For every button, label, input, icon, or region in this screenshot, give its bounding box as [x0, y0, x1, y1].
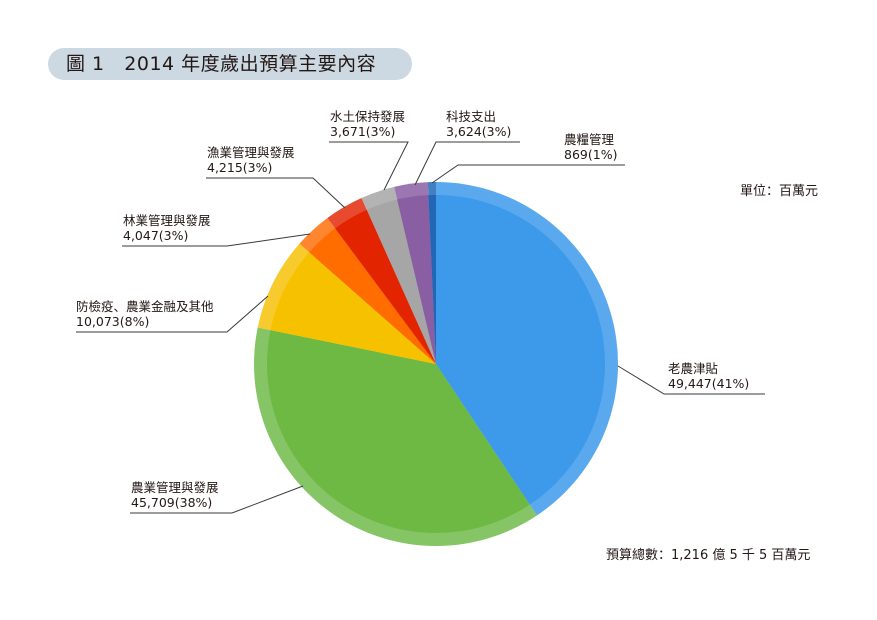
label-value: 869(1%) [564, 147, 618, 162]
label-fishery: 漁業管理與發展 4,215(3%) [207, 145, 295, 175]
label-value: 4,047(3%) [123, 228, 189, 243]
label-value: 3,624(3%) [446, 124, 512, 139]
pie-slice-4 [335, 209, 436, 364]
leader-line-7 [431, 164, 625, 184]
pie-slice-0 [436, 195, 606, 505]
pie-slices [253, 182, 619, 546]
pie-slice-2 [270, 252, 436, 364]
title-banner [48, 48, 412, 80]
leader-line-2 [76, 295, 269, 333]
leader-lines [76, 141, 765, 514]
label-soil-water-conservation: 水土保持發展 3,671(3%) [330, 109, 405, 139]
leader-line-3 [122, 233, 311, 247]
label-elderly-farmer-allowance: 老農津貼 49,447(41%) [668, 361, 749, 391]
figure-number: 圖 1 [66, 53, 105, 75]
label-value: 10,073(8%) [76, 314, 150, 329]
label-name: 防檢疫、農業金融及其他 [76, 299, 214, 314]
figure-title: 2014 年度歲出預算主要內容 [124, 53, 377, 75]
label-value: 3,671(3%) [330, 124, 396, 139]
pie-slice-6 [397, 195, 436, 364]
label-quarantine-finance-other: 防檢疫、農業金融及其他 10,073(8%) [76, 299, 214, 329]
label-value: 49,447(41%) [668, 376, 750, 391]
label-name: 漁業管理與發展 [207, 145, 295, 160]
label-value: 45,709(38%) [131, 495, 213, 510]
label-agri-management: 農業管理與發展 45,709(38%) [131, 480, 219, 510]
leader-line-5 [329, 141, 409, 191]
label-food-management: 農糧管理 869(1%) [564, 132, 617, 162]
leader-line-1 [130, 485, 304, 514]
leader-line-0 [617, 365, 765, 395]
leader-line-4 [206, 177, 346, 209]
leader-line-6 [414, 141, 520, 186]
unit-label: 單位：百萬元 [740, 184, 819, 199]
label-name: 農糧管理 [564, 132, 615, 147]
label-name: 水土保持發展 [330, 109, 406, 124]
label-name: 科技支出 [446, 109, 497, 124]
label-forestry: 林業管理與發展 4,047(3%) [123, 213, 211, 243]
pie-slice-5 [366, 199, 436, 364]
label-name: 農業管理與發展 [131, 480, 219, 495]
total-budget-label: 預算總數：1,216 億 5 千 5 百萬元 [606, 548, 811, 563]
pie-slice-1 [267, 330, 530, 534]
chart-title: 圖 1 2014 年度歲出預算主要內容 [66, 52, 376, 76]
label-value: 4,215(3%) [207, 160, 273, 175]
label-tech-expenditure: 科技支出 3,624(3%) [446, 109, 511, 139]
label-name: 林業管理與發展 [123, 213, 211, 228]
label-name: 老農津貼 [668, 361, 719, 376]
pie-slice-7 [428, 195, 436, 364]
pie-slice-3 [309, 228, 436, 364]
